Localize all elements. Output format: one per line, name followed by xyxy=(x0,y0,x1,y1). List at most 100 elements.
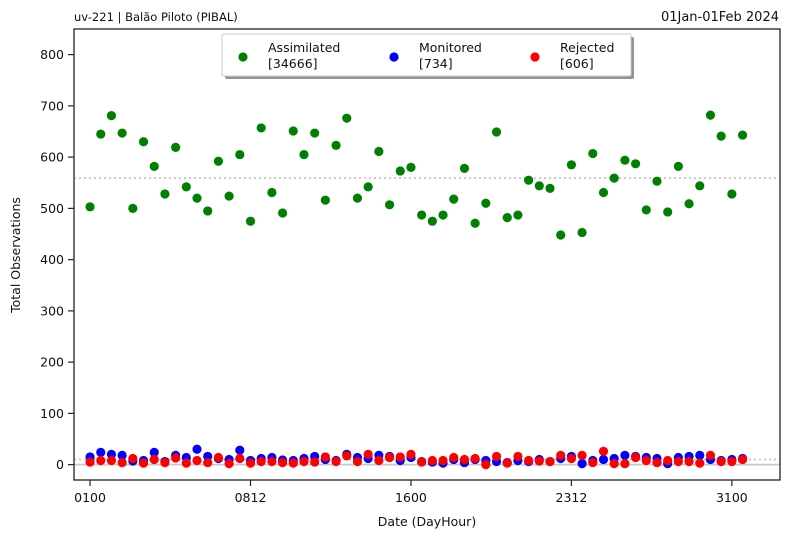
plot-frame xyxy=(73,28,781,481)
y-tick-label: 300 xyxy=(40,303,64,318)
point-assimilated xyxy=(716,131,726,141)
point-rejected xyxy=(128,453,138,464)
legend-label-assimilated: Assimilated xyxy=(268,40,340,55)
reference-lines xyxy=(74,177,780,466)
point-monitored xyxy=(192,444,202,454)
y-tick-label: 500 xyxy=(40,201,64,216)
point-assimilated xyxy=(524,175,534,185)
point-rejected xyxy=(181,458,191,468)
point-monitored xyxy=(577,459,587,469)
point-assimilated xyxy=(299,149,309,160)
point-assimilated xyxy=(641,205,651,215)
point-rejected xyxy=(85,457,95,467)
legend-label-rejected: Rejected xyxy=(560,40,614,55)
point-assimilated xyxy=(128,203,138,213)
point-rejected xyxy=(395,452,405,462)
point-assimilated xyxy=(427,216,437,226)
point-assimilated xyxy=(96,129,106,139)
point-assimilated xyxy=(545,183,555,193)
point-assimilated xyxy=(609,173,619,183)
x-tick-label: 0812 xyxy=(235,490,267,505)
point-assimilated xyxy=(267,187,277,198)
data-points xyxy=(85,110,748,470)
point-assimilated xyxy=(171,142,181,152)
point-rejected xyxy=(481,460,491,470)
y-tick-label: 100 xyxy=(40,406,64,421)
point-rejected xyxy=(716,456,726,467)
point-rejected xyxy=(224,459,234,469)
legend-box xyxy=(221,33,632,77)
point-assimilated xyxy=(459,163,470,173)
point-assimilated xyxy=(106,111,117,121)
point-assimilated xyxy=(352,193,363,203)
point-assimilated xyxy=(395,166,405,176)
point-rejected xyxy=(502,458,512,468)
point-rejected xyxy=(117,457,127,468)
point-rejected xyxy=(267,456,277,467)
point-rejected xyxy=(256,456,266,467)
point-assimilated xyxy=(320,195,330,205)
legend-marker-assimilated xyxy=(238,52,248,62)
point-assimilated xyxy=(534,181,544,191)
point-assimilated xyxy=(566,160,577,170)
point-assimilated xyxy=(406,162,416,172)
point-rejected xyxy=(299,456,309,467)
legend-marker-rejected xyxy=(530,52,540,62)
point-monitored xyxy=(598,454,609,465)
legend: Assimilated[34666] Monitored[734] Rejected… xyxy=(221,33,634,79)
point-rejected xyxy=(406,449,416,459)
point-assimilated xyxy=(502,213,512,223)
point-rejected xyxy=(171,453,181,463)
point-rejected xyxy=(534,456,544,466)
legend-count-assimilated: [34666] xyxy=(268,56,318,71)
x-tick-label: 2312 xyxy=(556,490,588,505)
point-assimilated xyxy=(577,227,587,238)
point-rejected xyxy=(320,452,330,462)
x-axis-label: Date (DayHour) xyxy=(378,514,476,529)
point-assimilated xyxy=(663,207,673,217)
header-left-title: uv-221 | Balão Piloto (PIBAL) xyxy=(74,10,238,24)
point-rejected xyxy=(417,457,427,467)
point-assimilated xyxy=(342,113,352,123)
header-right-date-range: 01Jan-01Feb 2024 xyxy=(661,10,779,25)
point-rejected xyxy=(609,459,619,469)
point-assimilated xyxy=(737,130,748,140)
point-rejected xyxy=(96,455,106,466)
point-rejected xyxy=(663,455,673,466)
point-rejected xyxy=(491,451,502,462)
point-assimilated xyxy=(235,149,245,160)
point-assimilated xyxy=(588,148,598,159)
point-rejected xyxy=(138,458,149,468)
point-rejected xyxy=(705,450,716,460)
point-assimilated xyxy=(85,202,95,212)
point-rejected xyxy=(331,456,341,467)
point-assimilated xyxy=(727,189,737,199)
point-assimilated xyxy=(449,194,459,204)
point-rejected xyxy=(684,456,694,467)
point-assimilated xyxy=(705,110,716,120)
point-assimilated xyxy=(652,176,662,186)
point-rejected xyxy=(288,458,298,468)
point-monitored xyxy=(620,450,630,460)
point-rejected xyxy=(545,456,555,467)
point-monitored xyxy=(117,450,127,460)
y-tick-label: 200 xyxy=(40,355,64,370)
point-assimilated xyxy=(673,161,683,171)
point-assimilated xyxy=(256,123,266,133)
point-assimilated xyxy=(556,230,566,240)
point-assimilated xyxy=(384,200,395,210)
point-assimilated xyxy=(491,127,502,137)
point-rejected xyxy=(513,451,523,462)
y-tick-label: 700 xyxy=(40,98,64,113)
point-rejected xyxy=(695,458,705,468)
point-assimilated xyxy=(245,216,256,226)
point-rejected xyxy=(727,456,737,467)
point-assimilated xyxy=(181,182,191,192)
point-rejected xyxy=(566,453,577,464)
point-rejected xyxy=(556,450,566,460)
point-assimilated xyxy=(598,187,609,198)
point-rejected xyxy=(449,452,459,463)
point-monitored xyxy=(96,447,106,457)
y-tick-label: 600 xyxy=(40,150,64,165)
